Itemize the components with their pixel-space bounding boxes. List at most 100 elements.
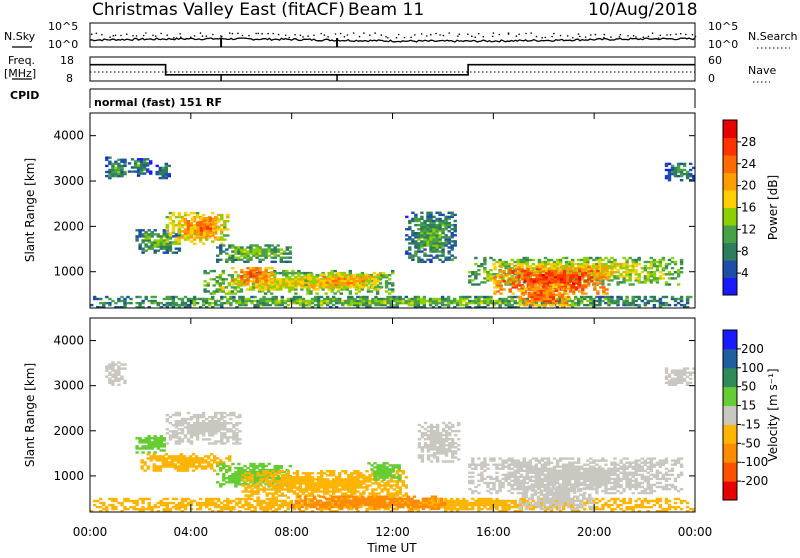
heatmap-cell — [294, 272, 297, 274]
heatmap-cell — [386, 492, 389, 494]
heatmap-cell — [486, 271, 489, 273]
heatmap-cell — [250, 504, 253, 506]
heatmap-cell — [359, 284, 362, 286]
heatmap-cell — [138, 233, 141, 235]
heatmap-cell — [554, 274, 557, 276]
heatmap-cell — [241, 498, 244, 500]
heatmap-cell — [208, 426, 211, 428]
heatmap-cell — [580, 259, 583, 261]
heatmap-cell — [454, 240, 457, 242]
heatmap-cell — [253, 296, 256, 298]
heatmap-cell — [222, 282, 225, 284]
heatmap-cell — [205, 498, 208, 500]
nsearch-point — [635, 36, 637, 38]
heatmap-cell — [268, 273, 271, 275]
heatmap-cell — [499, 284, 502, 286]
heatmap-cell — [492, 263, 495, 265]
heatmap-cell — [178, 412, 181, 414]
heatmap-cell — [278, 472, 281, 474]
heatmap-cell — [444, 218, 447, 220]
heatmap-cell — [252, 277, 255, 279]
heatmap-cell — [665, 283, 668, 285]
heatmap-cell — [329, 302, 332, 304]
heatmap-cell — [196, 212, 199, 214]
heatmap-cell — [546, 302, 549, 304]
heatmap-cell — [222, 479, 225, 481]
nsearch-point — [459, 33, 461, 35]
heatmap-cell — [622, 277, 625, 279]
heatmap-cell — [522, 286, 525, 288]
heatmap-cell — [235, 416, 238, 418]
heatmap-cell — [341, 484, 344, 486]
heatmap-cell — [281, 296, 284, 298]
heatmap-cell — [160, 302, 163, 304]
heatmap-cell — [226, 302, 229, 304]
heatmap-cell — [105, 175, 108, 177]
heatmap-cell — [565, 263, 568, 265]
heatmap-cell — [234, 467, 237, 469]
heatmap-cell — [647, 273, 650, 275]
heatmap-cell — [178, 232, 181, 234]
heatmap-cell — [228, 274, 231, 276]
heatmap-cell — [379, 470, 382, 472]
heatmap-cell — [255, 284, 258, 286]
heatmap-cell — [228, 255, 231, 257]
heatmap-cell — [426, 228, 429, 230]
heatmap-cell — [587, 274, 590, 276]
heatmap-cell — [332, 286, 335, 288]
heatmap-cell — [493, 292, 496, 294]
heatmap-cell — [310, 274, 313, 276]
heatmap-cell — [438, 250, 441, 252]
heatmap-cell — [474, 302, 477, 304]
heatmap-cell — [228, 455, 231, 457]
heatmap-cell — [154, 296, 157, 298]
heatmap-cell — [365, 478, 368, 480]
heatmap-cell — [602, 292, 605, 294]
heatmap-cell — [429, 244, 432, 246]
heatmap-cell — [93, 296, 96, 298]
heatmap-cell — [244, 302, 247, 304]
heatmap-cell — [569, 266, 572, 268]
heatmap-cell — [277, 465, 280, 467]
heatmap-cell — [220, 434, 223, 436]
heatmap-cell — [405, 296, 408, 298]
heatmap-cell — [278, 480, 281, 482]
heatmap-cell — [157, 233, 160, 235]
heatmap-cell — [180, 453, 183, 455]
heatmap-cell — [414, 302, 417, 304]
heatmap-cell — [559, 259, 562, 261]
heatmap-cell — [213, 292, 216, 294]
heatmap-cell — [338, 484, 341, 486]
heatmap-cell — [550, 259, 553, 261]
heatmap-cell — [163, 298, 166, 300]
heatmap-cell — [258, 255, 261, 257]
heatmap-cell — [362, 478, 365, 480]
heatmap-cell — [665, 281, 668, 283]
heatmap-cell — [269, 480, 272, 482]
heatmap-cell — [163, 304, 166, 306]
heatmap-cell — [568, 261, 571, 263]
heatmap-cell — [275, 302, 278, 304]
heatmap-cell — [650, 267, 653, 269]
heatmap-cell — [262, 478, 265, 480]
heatmap-cell — [561, 288, 564, 290]
heatmap-cell — [165, 173, 168, 175]
heatmap-cell — [578, 290, 581, 292]
heatmap-cell — [197, 221, 200, 223]
heatmap-cell — [616, 302, 619, 304]
heatmap-cell — [159, 173, 162, 175]
heatmap-cell — [219, 288, 222, 290]
heatmap-cell — [237, 257, 240, 259]
heatmap-cell — [432, 220, 435, 222]
nsky-line — [90, 38, 695, 42]
nsearch-point — [541, 37, 543, 39]
heatmap-cell — [169, 243, 172, 245]
heatmap-cell — [347, 474, 350, 476]
heatmap-cell — [148, 447, 151, 449]
heatmap-cell — [595, 304, 598, 306]
heatmap-cell — [232, 426, 235, 428]
heatmap-cell — [311, 478, 314, 480]
heatmap-cell — [392, 464, 395, 466]
heatmap-cell — [545, 282, 548, 284]
heatmap-cell — [181, 420, 184, 422]
